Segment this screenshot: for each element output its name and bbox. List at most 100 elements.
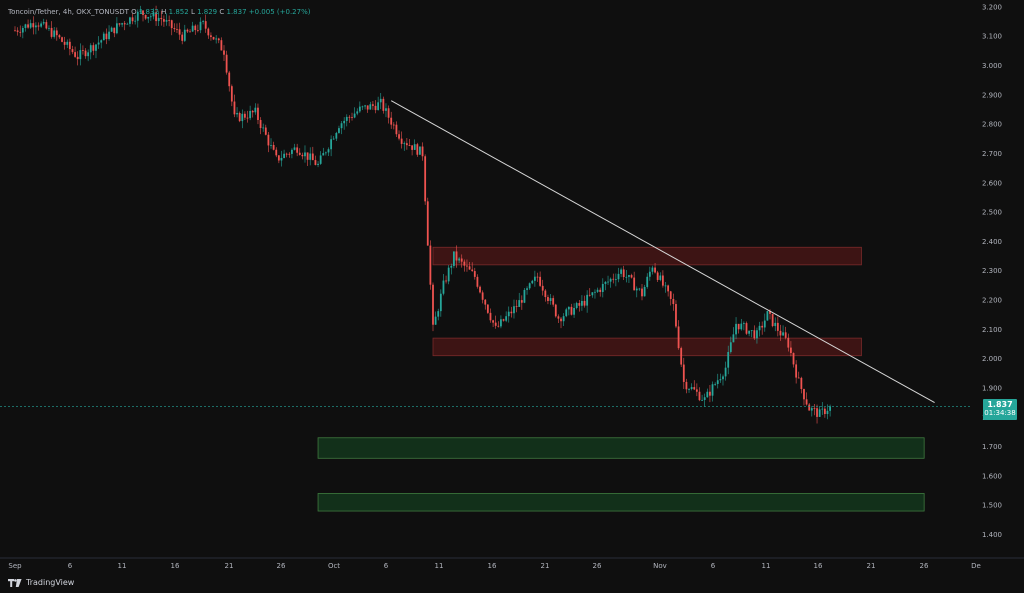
- candle-body-203: [544, 290, 547, 298]
- candle-body-116: [317, 163, 319, 165]
- date-tick-4: 21: [225, 562, 234, 570]
- candle-body-230: [614, 279, 617, 281]
- candle-body-202: [541, 285, 544, 291]
- candle-body-109: [298, 152, 301, 155]
- candle-body-75: [210, 35, 212, 37]
- candle-body-215: [575, 303, 578, 308]
- candle-body-167: [450, 265, 453, 268]
- candle-body-298: [792, 353, 795, 365]
- candle-body-7: [32, 23, 35, 28]
- candle-body-122: [332, 138, 335, 140]
- candle-body-193: [518, 300, 521, 307]
- brand-name: TradingView: [26, 578, 75, 587]
- date-tick-0: Sep: [8, 562, 22, 570]
- candle-body-111: [304, 152, 306, 157]
- candle-body-249: [664, 285, 667, 287]
- candle-body-40: [118, 23, 121, 25]
- candle-body-210: [562, 316, 565, 322]
- candle-body-22: [71, 49, 74, 53]
- candle-body-209: [560, 318, 562, 322]
- price-tick-1: 1.500: [982, 502, 1002, 510]
- candle-body-152: [411, 145, 413, 150]
- candle-body-292: [776, 322, 779, 331]
- candle-body-64: [181, 34, 184, 41]
- candle-body-61: [173, 28, 176, 30]
- candle-body-240: [641, 288, 643, 297]
- candle-body-165: [445, 280, 447, 282]
- candle-body-5: [27, 24, 29, 28]
- close-label: C: [219, 8, 225, 16]
- candle-body-153: [413, 144, 416, 150]
- candle-body-14: [50, 27, 53, 37]
- candle-body-266: [709, 391, 711, 396]
- candle-body-59: [168, 20, 171, 21]
- tradingview-brand[interactable]: TradingView: [8, 578, 74, 587]
- candle-body-99: [272, 145, 275, 150]
- candle-body-138: [374, 105, 377, 111]
- candle-body-90: [249, 110, 252, 119]
- trendline[interactable]: [390, 100, 935, 404]
- candle-body-53: [152, 12, 155, 17]
- candle-body-248: [662, 275, 664, 286]
- candle-body-2: [19, 31, 22, 33]
- open-label: O: [131, 8, 137, 16]
- candle-body-283: [753, 330, 756, 339]
- candle-body-225: [601, 283, 604, 292]
- candle-body-124: [338, 128, 340, 133]
- candle-body-263: [701, 399, 703, 401]
- candle-body-226: [604, 281, 607, 284]
- price-axis[interactable]: 1.4001.5001.6001.7001.8001.9002.0002.100…: [982, 3, 1002, 539]
- candle-body-198: [531, 280, 534, 284]
- candle-body-135: [366, 105, 369, 110]
- time-axis[interactable]: Sep 6 11 16 21 26 Oct 6 11 16 21 26 Nov 6 11 16 21 26 De: [8, 562, 980, 570]
- candle-body-234: [625, 276, 628, 278]
- resistance-lower-zone[interactable]: [432, 337, 862, 357]
- candle-body-8: [35, 25, 37, 28]
- candle-body-194: [520, 300, 523, 303]
- candle-body-95: [262, 127, 265, 129]
- date-tick-15: 16: [814, 562, 823, 570]
- candle-body-309: [821, 408, 824, 410]
- candle-body-84: [233, 101, 236, 115]
- candle-body-279: [742, 323, 745, 324]
- candle-body-0: [14, 30, 16, 32]
- candle-body-10: [40, 23, 43, 27]
- bar-countdown: 01:34:38: [984, 409, 1016, 417]
- candle-body-137: [372, 104, 374, 106]
- support-lower-zone[interactable]: [317, 493, 925, 512]
- resistance-upper-zone[interactable]: [432, 246, 862, 266]
- price-zones: [317, 246, 925, 512]
- candle-body-253: [675, 304, 677, 327]
- candle-body-78: [217, 38, 220, 41]
- date-tick-1: 6: [68, 562, 73, 570]
- candle-body-103: [283, 153, 285, 158]
- candle-body-55: [157, 17, 160, 22]
- candle-body-157: [424, 156, 427, 202]
- candle-body-278: [740, 323, 743, 330]
- candle-body-57: [163, 19, 165, 22]
- price-tick-2: 1.600: [982, 472, 1002, 480]
- candle-body-150: [405, 143, 408, 146]
- candle-body-231: [617, 273, 620, 280]
- candle-body-133: [361, 106, 364, 108]
- date-tick-8: 11: [435, 562, 444, 570]
- candle-body-269: [716, 380, 719, 384]
- candle-body-207: [554, 304, 557, 317]
- candle-body-190: [510, 311, 513, 314]
- candle-body-70: [196, 30, 199, 31]
- symbol-name: Toncoin/Tether, 4h, OKX_TONUSDT: [8, 8, 129, 16]
- candle-body-156: [421, 146, 424, 157]
- candle-body-25: [79, 50, 82, 60]
- price-tick-3: 1.700: [982, 443, 1002, 451]
- candle-body-142: [385, 108, 387, 111]
- candle-body-42: [123, 23, 126, 25]
- support-upper-zone[interactable]: [317, 437, 925, 459]
- candle-body-255: [680, 348, 683, 365]
- last-price-tag: 1.837 01:34:38: [983, 399, 1017, 420]
- candle-body-52: [149, 16, 152, 18]
- candle-body-185: [497, 325, 500, 327]
- candle-body-262: [698, 391, 701, 401]
- candle-body-44: [129, 17, 131, 24]
- candle-body-74: [207, 28, 210, 36]
